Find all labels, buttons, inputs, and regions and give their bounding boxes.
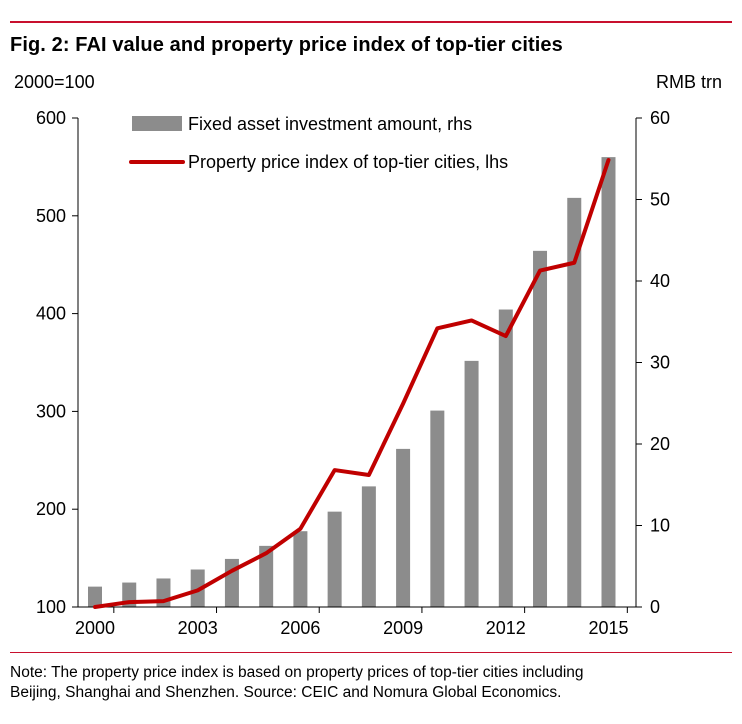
right-tick-label-50: 50 [650, 190, 670, 210]
left-tick-label-400: 400 [36, 304, 66, 324]
x-tick-label-2006: 2006 [280, 618, 320, 638]
left-axis-unit: 2000=100 [14, 72, 95, 92]
x-tick-label-2012: 2012 [486, 618, 526, 638]
fai-bar-2011 [464, 360, 479, 607]
x-tick-label-2003: 2003 [178, 618, 218, 638]
x-tick-label-2000: 2000 [75, 618, 115, 638]
left-tick-label-200: 200 [36, 499, 66, 519]
left-tick-label-100: 100 [36, 597, 66, 617]
fai-bar-2010 [430, 410, 445, 607]
left-tick-label-500: 500 [36, 206, 66, 226]
left-tick-label-600: 600 [36, 108, 66, 128]
x-tick-label-2015: 2015 [588, 618, 628, 638]
footnote: Note: The property price index is based … [10, 663, 732, 703]
footnote-line-1: Note: The property price index is based … [10, 664, 584, 681]
x-tick-label-2009: 2009 [383, 618, 423, 638]
legend-label-fai: Fixed asset investment amount, rhs [188, 114, 472, 134]
right-tick-label-20: 20 [650, 434, 670, 454]
fai-bar-2009 [396, 448, 411, 607]
fai-bar-2000 [88, 586, 102, 607]
property-price-line [93, 158, 611, 609]
right-tick-label-40: 40 [650, 271, 670, 291]
right-tick-label-30: 30 [650, 353, 670, 373]
fai-bar-2012 [498, 309, 513, 607]
bottom-rule [10, 652, 732, 653]
fai-bar-2015 [601, 157, 616, 607]
chart-title: Fig. 2: FAI value and property price ind… [10, 34, 563, 56]
right-tick-label-0: 0 [650, 597, 660, 617]
fai-bar-2006 [293, 531, 308, 607]
right-tick-label-10: 10 [650, 516, 670, 536]
fai-bar-2013 [533, 250, 548, 607]
right-axis-unit: RMB trn [655, 72, 722, 92]
left-tick-label-300: 300 [36, 401, 66, 421]
footnote-line-2: Beijing, Shanghai and Shenzhen. Source: … [10, 684, 562, 701]
top-rule [10, 21, 732, 23]
fai-bar-2008 [361, 486, 376, 607]
fai-bar-2007 [327, 511, 342, 607]
legend-label-property: Property price index of top-tier cities,… [188, 152, 508, 172]
right-tick-label-60: 60 [650, 108, 670, 128]
fai-bar-2014 [567, 197, 582, 607]
fai-bar-2005 [259, 545, 274, 607]
legend-bar-swatch [132, 116, 182, 131]
